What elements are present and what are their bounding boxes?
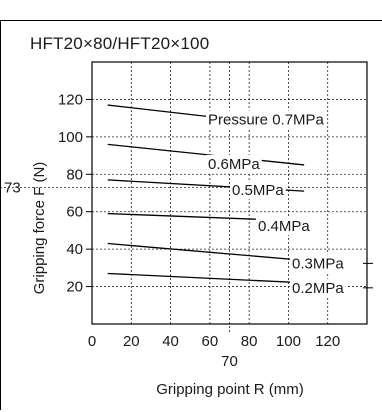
y-tick-label: 80 bbox=[66, 166, 83, 183]
series-label: Pressure 0.7MPa bbox=[208, 112, 325, 129]
series-lines bbox=[107, 104, 305, 284]
x-ticks: 0 20 40 60 80 100 120 70 bbox=[88, 333, 340, 370]
series-labels: Pressure 0.7MPa 0.6MPa 0.5MPa 0.4MPa 0.3MPa 0… bbox=[206, 110, 373, 297]
x-tick-label: 20 bbox=[123, 333, 140, 350]
series-label-bg bbox=[256, 217, 312, 236]
y-reference-label: 73 bbox=[4, 179, 21, 196]
series-label-bg bbox=[290, 254, 346, 273]
x-tick-label: 120 bbox=[315, 333, 340, 350]
y-tick-label: 120 bbox=[58, 91, 83, 108]
series-label: 0.6MPa bbox=[208, 156, 260, 173]
x-tick-label: 80 bbox=[241, 333, 258, 350]
y-tick-label: 100 bbox=[58, 129, 83, 146]
series-label: 0.3MPa bbox=[292, 255, 344, 272]
series-label-bg bbox=[206, 154, 262, 173]
y-axis-label: Gripping force F (N) bbox=[31, 162, 48, 295]
y-tick-label: 40 bbox=[66, 241, 83, 258]
y-tick-label: 20 bbox=[66, 279, 83, 296]
x-axis-label: Gripping point R (mm) bbox=[156, 381, 304, 398]
y-tick-label: 60 bbox=[66, 204, 83, 221]
chart-title: HFT20×80/HFT20×100 bbox=[30, 34, 210, 53]
x-tick-label: 60 bbox=[202, 333, 219, 350]
x-tick-label: 0 bbox=[88, 333, 96, 350]
x-tick-label: 100 bbox=[276, 333, 301, 350]
series-line bbox=[107, 272, 305, 284]
series-label-bg bbox=[206, 110, 326, 129]
frame-top-line bbox=[0, 20, 382, 21]
series-label-bg bbox=[290, 278, 346, 297]
series-line bbox=[107, 143, 305, 166]
plot-area bbox=[91, 61, 368, 325]
series-label: 0.2MPa bbox=[292, 280, 344, 297]
series-label: 0.5MPa bbox=[232, 182, 284, 199]
series-label-bg bbox=[230, 181, 286, 200]
x-tick-label: 40 bbox=[162, 333, 179, 350]
y-ticks: 20 40 60 80 100 120 73 bbox=[4, 91, 92, 296]
x-reference-label: 70 bbox=[221, 353, 238, 370]
series-label: 0.4MPa bbox=[258, 218, 310, 235]
frame-left-line bbox=[0, 20, 1, 410]
series-line bbox=[107, 242, 305, 262]
